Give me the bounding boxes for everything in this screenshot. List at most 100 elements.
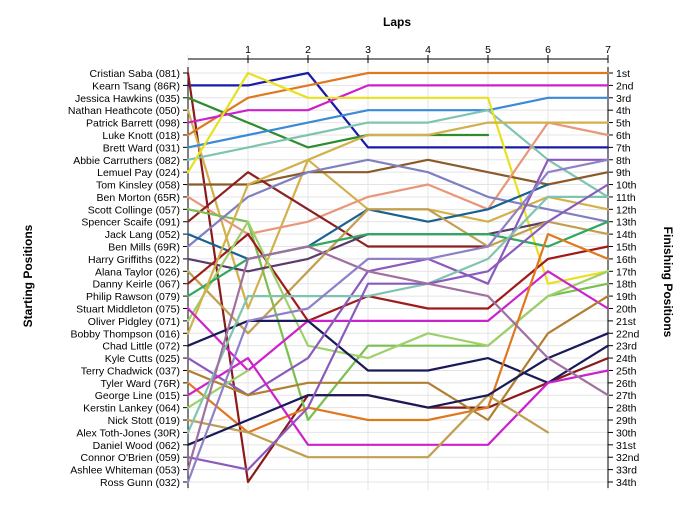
finishing-position-label: 4th [616,105,631,117]
finishing-position-label: 15th [616,242,637,254]
starting-position-label: Alex Toth-Jones (30R) [76,427,180,439]
driver-series-line [186,270,610,372]
starting-position-label: Ross Gunn (032) [100,477,180,489]
starting-position-label: Ashlee Whiteman (053) [70,465,180,477]
y-axis-right-title: Finishing Positions [661,227,675,338]
starting-position-label: Harry Griffiths (022) [88,254,180,266]
starting-position-label: Spencer Scaife (091) [81,217,180,229]
driver-series-line [186,71,610,285]
starting-position-label: Philip Rawson (079) [86,291,180,303]
finishing-position-label: 31st [616,440,636,452]
starting-position-label: Nick Stott (019) [108,415,180,427]
starting-position-label: Scott Collinge (057) [88,204,180,216]
finishing-position-label: 18th [616,279,637,291]
finishing-position-label: 16th [616,254,637,266]
x-tick-label: 5 [485,44,491,56]
x-tick-label: 6 [545,44,551,56]
driver-series-line [186,84,610,124]
finishing-position-label: 33rd [616,465,637,477]
finishing-position-label: 28th [616,403,637,415]
starting-position-label: Bobby Thompson (016) [70,328,180,340]
starting-position-label: Daniel Wood (062) [93,440,180,452]
finishing-position-label: 17th [616,266,637,278]
x-tick-label: 4 [425,44,431,56]
x-tick-label: 1 [245,44,251,56]
driver-series-line [186,109,610,198]
starting-position-label: Luke Knott (018) [102,130,180,142]
driver-series-line [186,233,610,434]
finishing-position-label: 14th [616,229,637,241]
finishing-position-label: 11th [616,192,636,204]
starting-position-label: Oliver Pidgley (071) [88,316,180,328]
finishing-position-label: 23rd [616,341,637,353]
chart-title: Laps [383,15,411,29]
finishing-position-label: 32nd [616,452,640,464]
finishing-position-label: 2nd [616,80,634,92]
starting-position-label: Kyle Cutts (025) [105,353,180,365]
starting-position-label: Kearn Tsang (86R) [92,80,180,92]
driver-series-line [186,158,610,484]
starting-position-label: Lemuel Pay (024) [97,167,180,179]
driver-series-line [186,245,610,471]
finishing-position-label: 7th [616,142,631,154]
starting-position-label: Abbie Carruthers (082) [73,155,180,167]
driver-series-line [186,357,610,446]
driver-series-line [186,121,610,335]
starting-position-label: George Line (015) [95,390,180,402]
finishing-position-label: 25th [616,365,637,377]
axis-labels: 1 2 3 4 5 6 7 Cristian Saba (081)Kearn Tsang (8… [68,44,640,489]
driver-series-line [186,319,610,384]
driver-series-line [186,121,610,236]
starting-position-label: Ben Morton (65R) [97,192,180,204]
driver-series-line [186,208,610,335]
starting-position-label: Jessica Hawkins (035) [75,93,180,105]
x-tick-label: 2 [305,44,311,56]
driver-series-line [186,369,250,409]
finishing-position-label: 27th [616,390,637,402]
starting-position-label: Tyler Ward (76R) [100,378,180,390]
driver-series-line [186,183,610,471]
finishing-position-label: 12th [616,204,637,216]
finishing-position-label: 20th [616,303,637,315]
driver-series-line [186,96,490,149]
starting-position-label: Danny Keirle (067) [92,279,180,291]
starting-position-label: Chad Little (072) [102,341,180,353]
finishing-position-label: 21st [616,316,636,328]
finishing-position-label: 26th [616,378,637,390]
driver-series-line [186,71,610,137]
starting-position-label: Connor O'Brien (059) [81,452,180,464]
x-tick-label: 3 [365,44,371,56]
starting-position-label: Cristian Saba (081) [90,68,180,80]
finishing-position-label: 8th [616,155,631,167]
starting-position-label: Ben Mills (69R) [108,242,180,254]
driver-series-line [186,220,610,360]
finishing-position-label: 6th [616,130,631,142]
starting-position-label: Nathan Heathcote (050) [68,105,180,117]
finishing-position-label: 1st [616,68,630,80]
driver-series-line [186,195,610,434]
finishing-position-label: 34th [616,477,637,489]
axes [183,55,613,488]
starting-position-label: Jack Lang (052) [105,229,180,241]
starting-position-label: Stuart Middleton (075) [76,303,180,315]
driver-series-line [186,233,610,322]
series-lines [186,71,610,484]
starting-position-label: Patrick Barrett (098) [86,118,180,130]
driver-series-line [186,332,610,446]
driver-series-line [186,71,610,149]
starting-position-label: Alana Taylor (026) [95,266,180,278]
finishing-position-label: 5th [616,118,631,130]
finishing-position-label: 19th [616,291,637,303]
starting-position-label: Kerstin Lankey (064) [83,403,180,415]
finishing-position-label: 3rd [616,93,631,105]
y-axis-left-title: Starting Positions [21,224,35,327]
starting-position-label: Brett Ward (031) [103,142,180,154]
finishing-position-label: 13th [616,217,637,229]
x-tick-label: 7 [605,44,611,56]
driver-series-line [186,158,610,397]
starting-position-label: Terry Chadwick (037) [81,365,180,377]
finishing-position-label: 22nd [616,328,640,340]
starting-position-label: Tom Kinsley (058) [96,180,180,192]
finishing-position-label: 24th [616,353,637,365]
